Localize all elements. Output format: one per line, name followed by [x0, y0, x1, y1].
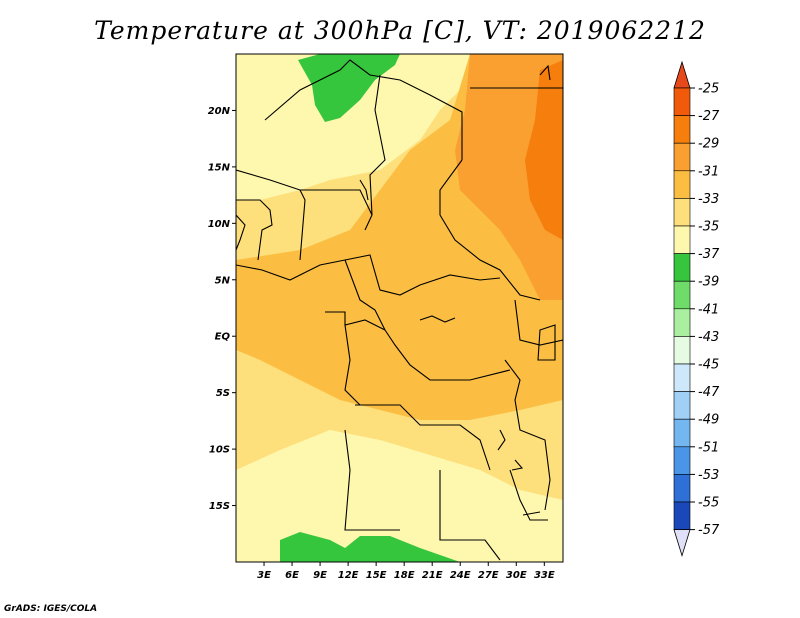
colorbar-label: -45 [698, 358, 719, 373]
colorbar-label: -47 [698, 385, 720, 400]
colorbar-label: -33 [698, 192, 719, 207]
latitude-axis: 20N 15N 10N 5N EQ 5S 10S 15S [208, 106, 236, 512]
lat-tick-label: 10N [208, 219, 231, 230]
lon-tick-label: 27E [478, 570, 499, 581]
lat-tick-label: 5N [215, 275, 231, 286]
colorbar-label: -25 [698, 82, 719, 97]
colorbar-label: -37 [698, 247, 720, 262]
colorbar-swatch [673, 336, 691, 365]
lat-tick-label: 20N [208, 106, 231, 117]
colorbar-label: -57 [698, 523, 720, 538]
colorbar-swatch [673, 501, 691, 530]
colorbar-swatch [673, 446, 691, 475]
temperature-field [236, 54, 563, 562]
colorbar-label: -27 [698, 109, 720, 124]
colorbar-swatch [673, 418, 691, 448]
lat-tick-label: 10S [209, 445, 230, 456]
colorbar-label: -39 [698, 275, 719, 290]
lon-tick-label: 18E [394, 570, 415, 581]
lon-tick-label: 33E [534, 570, 555, 581]
lon-tick-label: 15E [366, 570, 387, 581]
colorbar-swatch [673, 363, 691, 392]
country-boundaries [236, 59, 563, 561]
colorbar-label: -41 [698, 302, 719, 317]
colorbar-label: -35 [698, 220, 719, 235]
colorbar-swatch [673, 225, 691, 254]
colorbar-top-cap [673, 60, 691, 89]
colorbar-swatch [673, 87, 691, 116]
colorbar-label: -31 [698, 164, 719, 179]
map-frame [235, 53, 564, 563]
lon-tick-label: 9E [313, 570, 327, 581]
colorbar-swatch [673, 280, 691, 310]
colorbar-label: -49 [698, 413, 719, 428]
lon-tick-label: 6E [285, 570, 299, 581]
colorbar-swatch [673, 308, 691, 337]
colorbar-swatch [673, 198, 691, 227]
colorbar-label: -53 [698, 468, 719, 483]
map-title: Temperature at 300hPa [C], VT: 201906221… [94, 16, 706, 45]
colorbar-label: -29 [698, 137, 719, 152]
grads-credit: GrADS: IGES/COLA [4, 604, 98, 614]
colorbar-swatch [673, 474, 691, 503]
colorbar-label: -43 [698, 330, 719, 345]
colorbar-swatch [673, 115, 691, 144]
lon-tick-label: 12E [338, 570, 359, 581]
lat-tick-label: 15N [208, 162, 231, 173]
lon-tick-label: 30E [506, 570, 527, 581]
colorbar-label: -55 [698, 496, 719, 511]
lat-tick-label: 15S [209, 501, 230, 512]
colorbar-legend: -25 -27 -29 -31 -33 -35 -37 -39 -41 -43 -45 -47 -49 -… [673, 60, 720, 557]
colorbar-swatch [673, 170, 691, 199]
lat-tick-label: EQ [215, 332, 231, 343]
lon-tick-label: 24E [450, 570, 471, 581]
colorbar-swatch [673, 253, 691, 282]
colorbar-bottom-cap [673, 529, 691, 557]
colorbar-swatch [673, 391, 691, 420]
lon-tick-label: 21E [422, 570, 443, 581]
colorbar-swatch [673, 142, 691, 172]
lat-tick-label: 5S [216, 388, 230, 399]
lon-tick-label: 3E [257, 570, 271, 581]
longitude-axis: 3E 6E 9E 12E 15E 18E 21E 24E 27E 30E 33E [257, 562, 555, 581]
colorbar-label: -51 [698, 440, 719, 455]
